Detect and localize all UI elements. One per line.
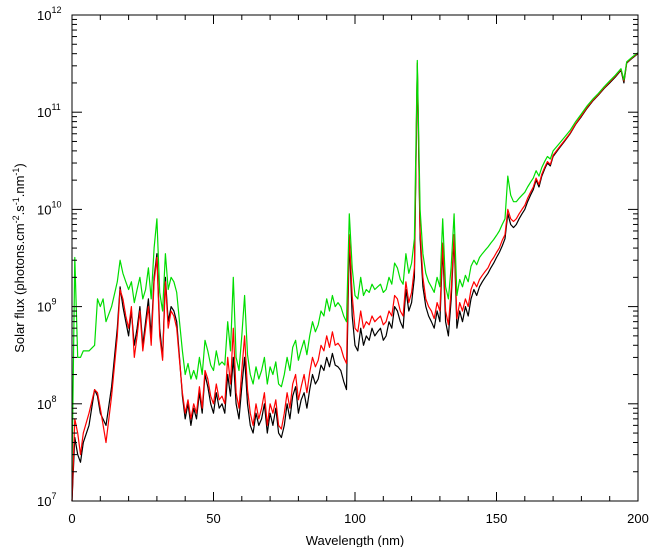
series-line-2 [71, 52, 639, 472]
y-tick-label: 1010 [37, 199, 61, 217]
y-axis-label-mid2: .nm [12, 176, 27, 198]
y-axis-label: Solar flux (photons.cm-2.s-1.nm-1) [11, 163, 27, 353]
series-line-0 [71, 53, 639, 502]
y-axis-label-sup2: -1 [11, 197, 21, 205]
x-tick-label: 150 [486, 511, 508, 526]
x-tick-label: 0 [68, 511, 75, 526]
y-tick-label: 1011 [37, 102, 61, 120]
ticks-layer: 0 50 100 150 200 107 108 109 1010 1011 1012 [37, 5, 649, 526]
x-tick-label: 200 [627, 511, 649, 526]
series-layer [71, 52, 639, 502]
y-axis-label-sup3: -1 [11, 168, 21, 176]
y-axis-label-end: ) [12, 163, 27, 167]
y-axis-label-main: Solar flux (photons.cm [12, 223, 27, 352]
x-tick-label: 100 [344, 511, 366, 526]
series-line-1 [71, 52, 639, 502]
x-tick-label: 50 [206, 511, 220, 526]
x-axis-label: Wavelength (nm) [306, 533, 405, 547]
y-axis-label-mid: .s [12, 205, 27, 216]
y-tick-label: 1012 [37, 5, 61, 23]
y-tick-label: 108 [37, 394, 56, 412]
y-tick-label: 109 [37, 297, 56, 315]
y-axis-label-sup1: -2 [11, 215, 21, 223]
y-tick-label: 107 [37, 491, 56, 509]
